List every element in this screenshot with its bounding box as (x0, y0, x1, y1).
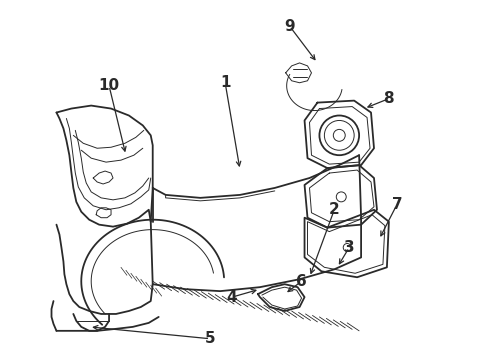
Text: 4: 4 (227, 289, 238, 305)
Text: 3: 3 (344, 240, 354, 255)
Text: 6: 6 (296, 274, 307, 289)
Text: 1: 1 (220, 75, 230, 90)
Text: 2: 2 (329, 202, 340, 217)
Text: 10: 10 (98, 78, 120, 93)
Text: 9: 9 (284, 19, 295, 34)
Text: 8: 8 (384, 91, 394, 106)
Text: 7: 7 (392, 197, 402, 212)
Text: 5: 5 (205, 331, 216, 346)
